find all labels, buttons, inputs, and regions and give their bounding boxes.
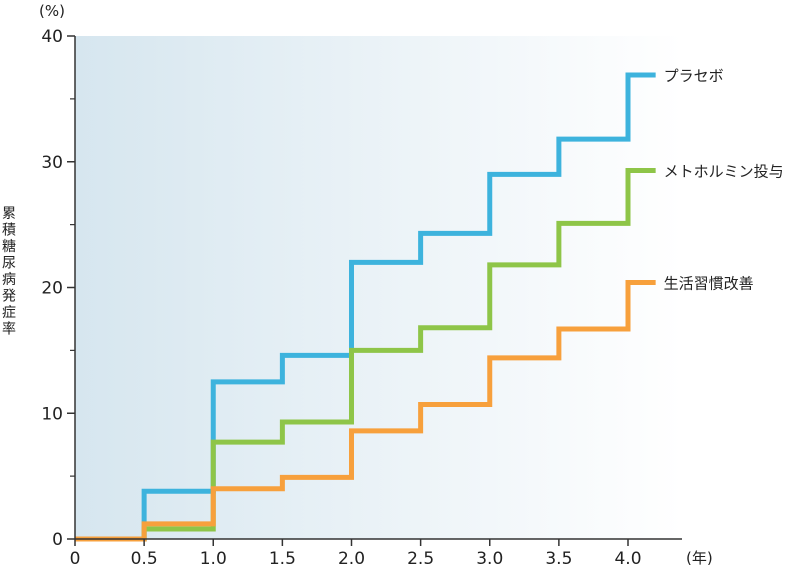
y-tick-label: 0 <box>52 530 63 550</box>
series-line-1 <box>75 72 656 542</box>
x-tick-label: 2.0 <box>338 549 365 569</box>
legend-label-1: プラセボ <box>664 67 724 85</box>
y-tick-label: 40 <box>41 27 63 47</box>
x-tick-label: 1.0 <box>200 549 227 569</box>
legend-label-3: 生活習慣改善 <box>664 274 754 292</box>
series-line-2 <box>75 168 656 542</box>
y-axis-label-char: 尿 <box>2 256 16 272</box>
y-axis-label-char: 積 <box>2 223 16 239</box>
y-tick-label: 20 <box>41 279 63 299</box>
x-tick-label: 3.0 <box>476 549 503 569</box>
y-axis-label-char: 率 <box>2 321 16 338</box>
axes-layer: 0 10 20 30 40 0 0.5 1.0 1.5 2.0 2.5 3.0 3.5 4.0 <box>41 27 682 569</box>
y-axis-label-char: 糖 <box>2 239 16 255</box>
plot-background <box>75 36 682 539</box>
y-tick-label: 10 <box>41 404 63 424</box>
x-tick-label: 1.5 <box>269 549 296 569</box>
y-axis-label-char: 病 <box>2 272 16 288</box>
y-axis-label-char: 発 <box>2 289 16 305</box>
y-unit-label: (%) <box>39 2 65 20</box>
series-layer <box>75 72 656 542</box>
y-axis-label-char: 症 <box>2 305 16 321</box>
y-axis-label-char: 累 <box>2 206 16 222</box>
x-unit-label: (年) <box>686 549 713 567</box>
y-tick-label: 30 <box>41 153 63 173</box>
x-tick-label: 0.5 <box>131 549 158 569</box>
series-line-3 <box>75 279 656 542</box>
x-tick-label: 2.5 <box>407 549 434 569</box>
legend-label-2: メトホルミン投与 <box>664 163 784 181</box>
x-tick-label: 4.0 <box>614 549 641 569</box>
x-tick-label: 3.5 <box>545 549 572 569</box>
x-tick-label: 0 <box>70 549 81 569</box>
